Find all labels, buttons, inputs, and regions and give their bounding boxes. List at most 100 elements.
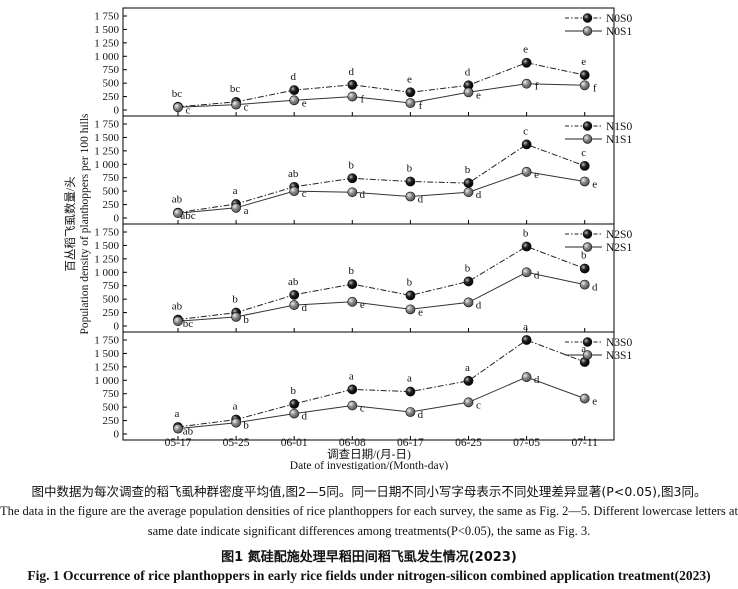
series-line-n1s1	[177, 171, 585, 214]
significance-label-n1s1: a	[244, 205, 249, 217]
significance-label-n1s0: ab	[172, 194, 183, 206]
significance-label-n0s1: f	[419, 100, 423, 112]
panel-frame-1	[122, 7, 615, 117]
data-point-n0s0	[347, 79, 358, 90]
x-tick-label: 06-01	[281, 437, 308, 449]
significance-label-n0s1: f	[535, 81, 539, 93]
significance-label-n2s1: d	[534, 269, 540, 281]
data-point-n2s1	[231, 311, 241, 322]
figure-note-chinese: 图中数据为每次调查的稻飞虱种群密度平均值,图2—5同。同一日期不同小写字母表示不…	[31, 484, 707, 499]
figure-title-chinese: 图1 氮硅配施处理早稻田间稻飞虱发生情况(2023)	[221, 550, 517, 565]
y-tick-label: 1 250	[94, 145, 119, 157]
data-point-n3s1	[579, 393, 590, 404]
data-point-n3s0	[405, 386, 416, 397]
legend-label-n2s1: N2S1	[606, 242, 632, 254]
significance-label-n2s1: d	[592, 282, 598, 294]
data-point-n0s0	[289, 85, 300, 96]
data-point-n0s1	[405, 98, 416, 108]
significance-label-n3s0: a	[465, 362, 470, 374]
y-tick-label: 750	[103, 388, 120, 400]
data-point-n0s0	[579, 70, 590, 80]
data-point-n0s0	[405, 87, 416, 98]
data-point-n3s0	[289, 399, 300, 409]
y-axis-title-chinese: 百丛稻飞虱数量/头	[63, 176, 77, 271]
data-point-n0s1	[463, 87, 474, 98]
y-tick-label: 1 250	[94, 37, 119, 49]
data-point-n2s1	[405, 304, 416, 315]
data-point-n1s1	[347, 187, 358, 198]
significance-label-n2s0: b	[465, 262, 471, 274]
legend-label-n1s1: N1S1	[606, 134, 632, 146]
data-point-n3s1	[289, 408, 300, 419]
significance-label-n0s0: bc	[172, 88, 183, 100]
series-line-n2s0	[177, 245, 585, 321]
significance-label-n1s0: b	[465, 164, 471, 176]
y-tick-label: 750	[103, 64, 120, 76]
data-point-n2s1	[579, 279, 590, 290]
data-point-n3s0	[521, 335, 532, 345]
significance-label-n2s0: ab	[288, 276, 299, 288]
legend-label-n1s0: N1S0	[606, 121, 632, 133]
data-point-n3s0	[347, 384, 358, 395]
y-tick-label: 750	[103, 280, 120, 292]
figure-note-english-line1: The data in the figure are the average p…	[0, 504, 738, 518]
series-line-n2s1	[177, 271, 585, 322]
significance-label-n2s1: d	[476, 299, 482, 311]
significance-label-n3s0: a	[523, 321, 528, 333]
panel-frame-2	[122, 115, 615, 225]
data-point-n2s1	[289, 300, 300, 310]
legend-label-n0s1: N0S1	[606, 26, 632, 38]
significance-label-n3s1: b	[243, 420, 249, 432]
y-tick-label: 0	[114, 105, 120, 117]
data-point-n3s1	[173, 423, 183, 434]
y-tick-label: 1 750	[94, 227, 119, 239]
y-tick-label: 250	[103, 91, 120, 103]
data-point-n1s1	[231, 202, 241, 213]
y-tick-label: 1 000	[94, 375, 119, 387]
significance-label-n1s0: b	[349, 159, 355, 171]
y-tick-label: 750	[103, 172, 120, 184]
significance-label-n3s1: c	[360, 403, 365, 415]
significance-label-n3s0: a	[175, 408, 180, 420]
data-point-n0s1	[231, 99, 241, 110]
legend-label-n2s0: N2S0	[606, 229, 632, 241]
y-tick-label: 500	[103, 294, 120, 306]
significance-label-n1s1: d	[476, 189, 482, 201]
y-tick-label: 1 250	[94, 361, 119, 373]
y-tick-label: 0	[114, 429, 120, 441]
data-point-n1s0	[347, 173, 358, 184]
y-tick-label: 1 000	[94, 51, 119, 63]
data-point-n2s1	[173, 316, 183, 327]
x-tick-label: 05-25	[223, 437, 250, 449]
y-tick-label: 1 500	[94, 24, 119, 36]
data-point-n2s1	[521, 267, 532, 278]
x-tick-label: 06-08	[339, 437, 366, 449]
y-tick-label: 500	[103, 186, 120, 198]
data-point-n1s0	[405, 176, 416, 187]
significance-label-n3s0: a	[581, 343, 586, 355]
series-line-n3s0	[177, 339, 585, 428]
significance-label-n3s0: b	[290, 385, 296, 397]
significance-label-n3s1: d	[534, 374, 540, 386]
data-point-n1s1	[173, 208, 183, 219]
significance-label-n2s0: b	[349, 265, 355, 277]
x-tick-label: 05-17	[165, 437, 192, 449]
significance-label-n1s1: d	[418, 194, 424, 206]
significance-label-n1s0: c	[581, 147, 586, 159]
significance-label-n3s0: a	[349, 370, 354, 382]
significance-label-n0s1: e	[302, 97, 307, 109]
data-point-n2s0	[463, 276, 474, 287]
panel-frame-4	[122, 331, 615, 441]
significance-label-n0s0: d	[349, 66, 355, 78]
y-tick-label: 1 000	[94, 159, 119, 171]
x-tick-label: 06-17	[397, 437, 424, 449]
figure-title-english: Fig. 1 Occurrence of rice planthoppers i…	[27, 568, 711, 583]
y-tick-label: 1 500	[94, 132, 119, 144]
legend-marker-n0s0	[582, 13, 593, 23]
data-point-n3s1	[521, 372, 532, 382]
significance-label-n1s1: c	[302, 188, 307, 200]
data-point-n1s1	[405, 191, 416, 202]
figure-note-english-line2: same date indicate significant differenc…	[147, 524, 591, 538]
significance-label-n3s1: e	[592, 396, 597, 408]
data-point-n1s1	[579, 176, 590, 187]
